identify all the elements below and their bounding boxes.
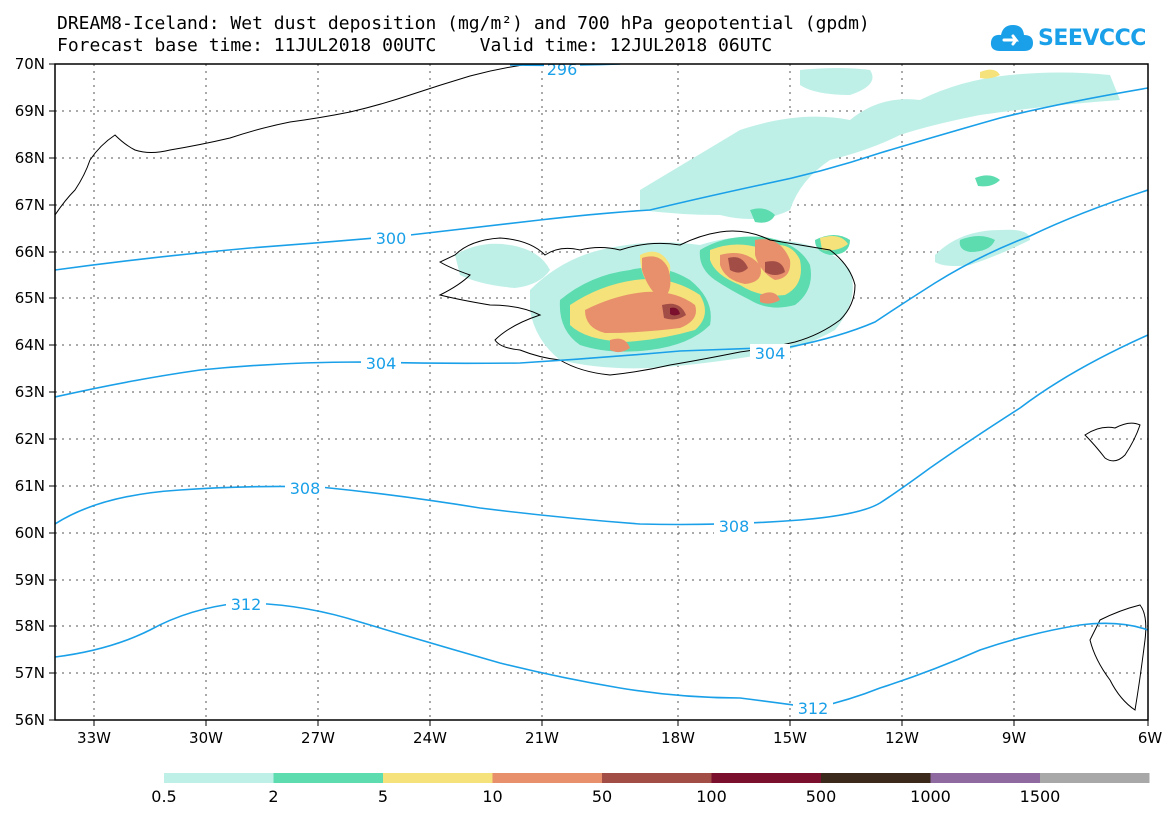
lat-label: 70N [15, 55, 45, 73]
contour-label: 296 [547, 60, 578, 79]
legend-label: 2 [268, 787, 278, 806]
lat-label: 59N [15, 571, 45, 589]
lat-label: 64N [15, 336, 45, 354]
legend-swatch [821, 773, 931, 783]
lat-label: 66N [15, 243, 45, 261]
legend-label: 0.5 [151, 787, 176, 806]
seevccc-logo: SEEVCCC [990, 18, 1146, 58]
lat-label: 68N [15, 149, 45, 167]
lat-label: 62N [15, 430, 45, 448]
lon-label: 12W [885, 729, 919, 747]
lon-label: 6W [1138, 729, 1163, 747]
lat-label: 67N [15, 196, 45, 214]
legend-label: 1000 [910, 787, 951, 806]
lon-label: 24W [413, 729, 447, 747]
lon-label: 9W [1002, 729, 1027, 747]
lat-label: 65N [15, 289, 45, 307]
legend-swatch [711, 773, 821, 783]
legend-colorbar: 0.5 2 5 10 50 100 500 1000 1500 [151, 773, 1150, 806]
contour-label: 308 [719, 517, 750, 536]
contour-label: 300 [376, 229, 407, 248]
lon-label: 15W [773, 729, 807, 747]
legend-swatch [273, 773, 383, 783]
legend-label: 50 [592, 787, 612, 806]
contour-label: 304 [755, 344, 786, 363]
lon-label: 30W [189, 729, 223, 747]
legend-label: 5 [378, 787, 388, 806]
tick-marks [49, 63, 1149, 726]
legend-label: 100 [696, 787, 727, 806]
forecast-times: Forecast base time: 11JUL2018 00UTC Vali… [57, 35, 773, 56]
contour-label: 312 [798, 699, 829, 718]
contour-labels: 296 300 304 304 308 308 312 312 [226, 60, 833, 718]
contour-label: 312 [231, 595, 262, 614]
geopotential-contours [55, 64, 1148, 709]
dust-deposition-field [455, 68, 1120, 369]
legend-swatch [1040, 773, 1150, 783]
lon-label: 21W [525, 729, 559, 747]
longitude-labels: 33W 30W 27W 24W 21W 18W 15W 12W 9W 6W [77, 729, 1162, 747]
legend-swatch [930, 773, 1040, 783]
legend-swatch [492, 773, 602, 783]
legend-swatch [164, 773, 274, 783]
lat-label: 69N [15, 102, 45, 120]
latitude-labels: 70N 69N 68N 67N 66N 65N 64N 63N 62N 61N … [15, 55, 45, 729]
lat-label: 61N [15, 477, 45, 495]
lat-label: 60N [15, 524, 45, 542]
legend-label: 500 [806, 787, 837, 806]
lon-label: 27W [301, 729, 335, 747]
lat-label: 57N [15, 664, 45, 682]
lon-label: 18W [661, 729, 695, 747]
contour-label: 304 [366, 354, 397, 373]
lat-label: 56N [15, 711, 45, 729]
coastlines [55, 64, 1147, 711]
graticule [55, 64, 1148, 720]
logo-text: SEEVCCC [1038, 25, 1146, 51]
map-title: DREAM8-Iceland: Wet dust deposition (mg/… [57, 13, 870, 34]
lon-label: 33W [77, 729, 111, 747]
legend-label: 1500 [1020, 787, 1061, 806]
legend-label: 10 [482, 787, 502, 806]
legend-swatch [602, 773, 712, 783]
lat-label: 63N [15, 383, 45, 401]
lat-label: 58N [15, 617, 45, 635]
contour-label: 308 [290, 479, 321, 498]
legend-swatch [383, 773, 493, 783]
cloud-arrow-icon [990, 25, 1033, 51]
